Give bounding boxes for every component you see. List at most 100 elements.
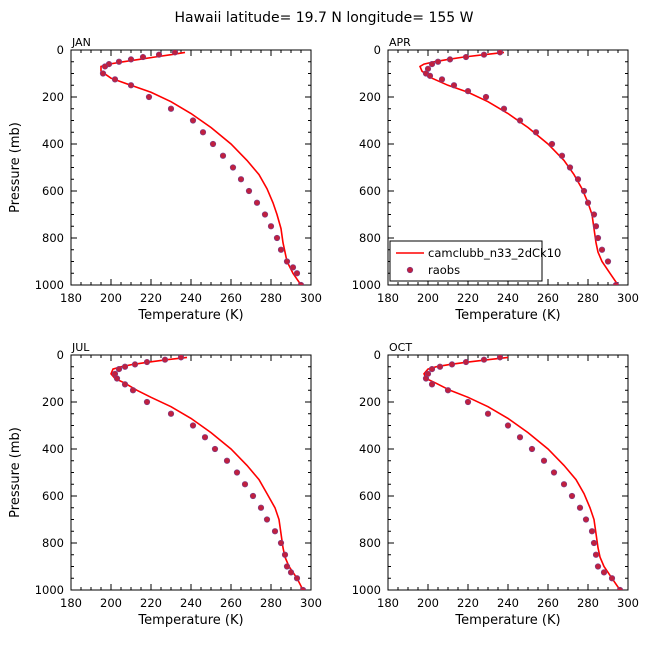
model-line (423, 356, 621, 590)
legend-obs-label: raobs (428, 263, 460, 277)
y-tick-label: 200 (359, 395, 381, 409)
obs-point (480, 356, 488, 363)
obs-point (143, 398, 151, 406)
x-tick-label: 300 (617, 291, 639, 305)
x-axis-label: Temperature (K) (454, 613, 560, 628)
obs-point (245, 187, 253, 195)
obs-point (612, 281, 620, 285)
y-tick-label: 800 (42, 536, 64, 550)
obs-point (560, 481, 568, 488)
obs-point (201, 434, 209, 441)
obs-point (199, 129, 207, 136)
y-tick-label: 0 (57, 348, 64, 362)
obs-point (115, 366, 123, 373)
series-group (418, 50, 620, 285)
x-axis-label: Temperature (K) (454, 308, 560, 323)
obs-point (143, 358, 151, 366)
x-tick-label: 280 (577, 291, 599, 305)
plot-frame (70, 49, 312, 286)
x-tick-label: 200 (417, 291, 439, 305)
y-tick-label: 800 (42, 231, 64, 245)
obs-point (261, 211, 269, 218)
obs-point (450, 82, 458, 89)
x-tick-label: 240 (497, 291, 519, 305)
obs-point (101, 63, 109, 70)
y-tick-label: 600 (42, 489, 64, 503)
obs-point (558, 152, 566, 159)
obs-point (289, 264, 297, 271)
obs-point (131, 361, 139, 368)
y-tick-label: 1000 (35, 278, 64, 292)
obs-point (229, 164, 237, 171)
obs-point (574, 176, 582, 183)
x-tick-label: 180 (60, 291, 82, 305)
obs-point (189, 117, 197, 124)
y-axis-label: Pressure (mb) (8, 122, 23, 213)
y-tick-label: 200 (359, 90, 381, 104)
x-tick-label: 260 (220, 596, 242, 610)
obs-point (99, 70, 107, 77)
obs-point (111, 76, 119, 83)
obs-point (568, 492, 576, 500)
y-tick-label: 600 (42, 184, 64, 198)
obs-point (167, 105, 175, 112)
obs-point (500, 105, 508, 112)
obs-point (590, 211, 598, 218)
obs-point (566, 164, 574, 171)
obs-point (273, 234, 281, 242)
obs-point (422, 375, 430, 382)
x-tick-label: 220 (140, 291, 162, 305)
obs-point (588, 528, 596, 535)
obs-point (161, 356, 169, 363)
panel-jul: 180 200 220 240 260 280 300 0 200 400 600 800 1000 JU… (8, 341, 322, 628)
y-tick-label: 1000 (352, 278, 381, 292)
obs-point (516, 434, 524, 441)
y-tick-label: 600 (359, 489, 381, 503)
obs-point (127, 56, 135, 63)
obs-point (115, 58, 123, 65)
x-tick-label: 300 (300, 291, 322, 305)
obs-point (516, 117, 524, 124)
x-tick-label: 200 (417, 596, 439, 610)
x-axis-label: Temperature (K) (137, 308, 243, 323)
x-tick-label: 300 (300, 596, 322, 610)
obs-point (145, 93, 153, 101)
obs-point (167, 410, 175, 417)
y-tick-label: 0 (374, 43, 381, 57)
panels-group: 180 200 220 240 260 280 300 0 200 400 600 800 1000 JA… (8, 36, 639, 628)
obs-point (496, 355, 504, 361)
obs-point (297, 281, 305, 285)
obs-point (293, 575, 301, 582)
obs-point (608, 575, 616, 582)
obs-point (287, 569, 295, 576)
y-tick-label: 200 (42, 395, 64, 409)
obs-point (113, 375, 121, 382)
obs-point (604, 258, 612, 265)
x-tick-label: 300 (617, 596, 639, 610)
figure-title: Hawaii latitude= 19.7 N longitude= 155 W (175, 10, 474, 26)
obs-point (582, 516, 590, 523)
obs-point (121, 381, 129, 388)
panel-jan: 180 200 220 240 260 280 300 0 200 400 600 800 1000 JA… (8, 36, 322, 323)
y-tick-label: 400 (42, 442, 64, 456)
obs-point (616, 586, 624, 590)
series-group (422, 355, 624, 590)
obs-point (464, 88, 472, 95)
obs-point (548, 140, 556, 148)
obs-point (580, 187, 588, 195)
plot-frame (387, 354, 629, 591)
obs-point (253, 199, 261, 206)
obs-point (177, 355, 185, 361)
x-tick-label: 200 (100, 291, 122, 305)
y-tick-label: 0 (374, 348, 381, 362)
obs-point (496, 50, 504, 56)
obs-point (584, 199, 592, 206)
legend-box (389, 240, 543, 282)
obs-point (127, 82, 135, 89)
obs-point (257, 504, 265, 511)
obs-point (532, 129, 540, 136)
y-tick-label: 400 (42, 137, 64, 151)
obs-point (594, 563, 602, 570)
obs-point (277, 539, 285, 547)
